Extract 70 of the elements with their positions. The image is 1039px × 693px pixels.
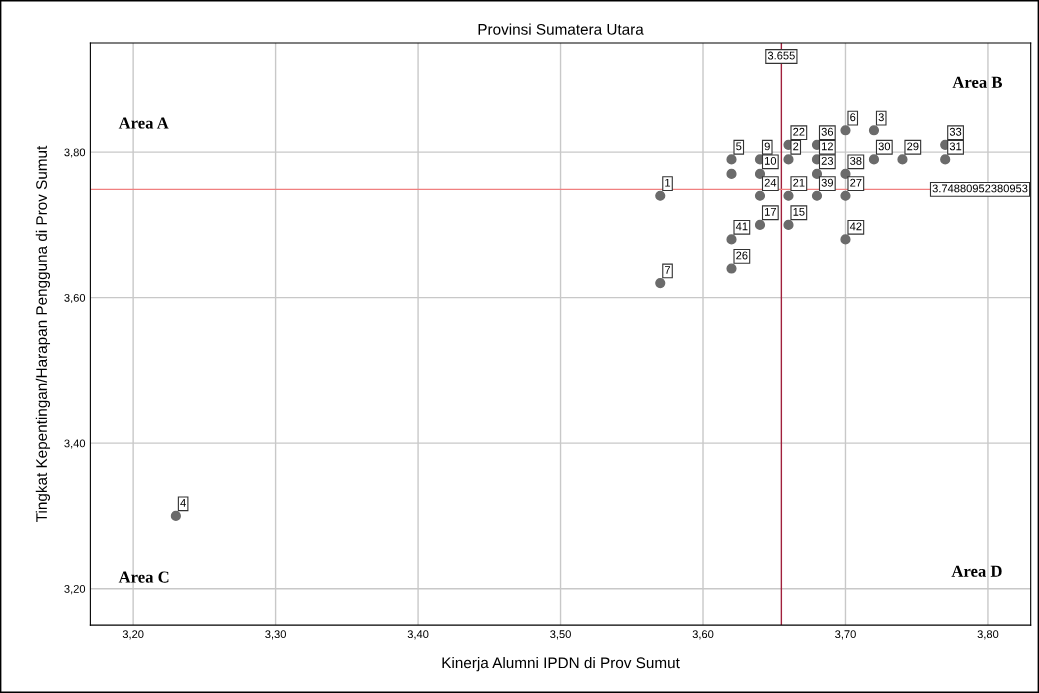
annotation: 5 bbox=[736, 142, 742, 151]
y-axis-title: Tingkat Kepentingan/Harapan Pengguna di Prov Sumut bbox=[35, 145, 51, 522]
point bbox=[754, 219, 766, 230]
point bbox=[754, 168, 766, 180]
annotation: 26 bbox=[736, 251, 748, 260]
annotation: 39 bbox=[821, 178, 833, 187]
x-tick-label: 3,20 bbox=[122, 630, 144, 640]
x-tick-label: 3,40 bbox=[407, 630, 429, 640]
y-tick-label: 3,40 bbox=[64, 439, 86, 449]
annotation: 6 bbox=[850, 113, 856, 122]
x-tick-label: 3,50 bbox=[550, 630, 571, 640]
point bbox=[811, 190, 823, 201]
annotation: 15 bbox=[793, 207, 805, 216]
x-axis-title: Kinerja Alumni IPDN di Prov Sumut bbox=[442, 656, 680, 672]
annotation: 4 bbox=[180, 499, 186, 507]
y-tick-label: 3,60 bbox=[64, 293, 86, 304]
point bbox=[840, 125, 851, 136]
point bbox=[840, 168, 851, 180]
annotation: Area A bbox=[118, 117, 169, 129]
point bbox=[811, 168, 823, 180]
annotation: 3 bbox=[878, 113, 884, 122]
annotation: 12 bbox=[822, 142, 833, 151]
annotation: 31 bbox=[949, 142, 962, 151]
annotation: 36 bbox=[821, 127, 834, 136]
point bbox=[840, 234, 851, 245]
annotation: 30 bbox=[878, 142, 891, 151]
point bbox=[170, 510, 181, 522]
annotation: 42 bbox=[849, 222, 862, 231]
y-tick-label: 3,20 bbox=[64, 584, 86, 595]
point bbox=[754, 190, 766, 201]
annotation: 17 bbox=[765, 207, 776, 216]
point bbox=[868, 125, 880, 136]
point bbox=[868, 154, 880, 165]
point bbox=[726, 154, 737, 165]
x-tick-label: 3,30 bbox=[265, 630, 286, 640]
annotation: Area D bbox=[951, 565, 1002, 577]
point bbox=[783, 154, 794, 165]
point bbox=[783, 219, 794, 230]
point bbox=[783, 190, 794, 201]
annotation: Area B bbox=[952, 76, 1003, 88]
annotation: 21 bbox=[793, 178, 805, 187]
point bbox=[655, 278, 666, 289]
ref-line-label: 3.655 bbox=[767, 51, 795, 60]
point bbox=[840, 190, 851, 201]
annotation: 2 bbox=[793, 142, 799, 151]
point bbox=[655, 190, 666, 201]
x-tick-label: 3,80 bbox=[977, 630, 999, 640]
y-tick-label: 3,80 bbox=[64, 148, 86, 158]
annotation: 29 bbox=[907, 142, 919, 151]
point bbox=[726, 168, 737, 180]
annotation: 41 bbox=[735, 222, 748, 231]
x-tick-label: 3,60 bbox=[692, 630, 714, 640]
annotation: 27 bbox=[850, 178, 862, 187]
annotation: Area C bbox=[118, 571, 169, 583]
annotation: 33 bbox=[949, 127, 962, 136]
annotation: 7 bbox=[665, 266, 671, 274]
annotation: 38 bbox=[850, 156, 862, 165]
annotation: 23 bbox=[821, 156, 834, 165]
annotation: 1 bbox=[665, 178, 671, 187]
annotation: 22 bbox=[793, 127, 805, 136]
point bbox=[897, 154, 908, 165]
chart-title: Provinsi Sumatera Utara bbox=[478, 23, 644, 35]
annotation: 24 bbox=[764, 178, 777, 187]
point bbox=[940, 154, 951, 165]
point bbox=[726, 234, 737, 245]
x-tick-label: 3,70 bbox=[835, 630, 856, 640]
point bbox=[726, 263, 737, 274]
annotation: 10 bbox=[765, 156, 777, 165]
ref-line-label: 3.74880952380953 bbox=[932, 184, 1028, 193]
annotation: 9 bbox=[764, 142, 770, 151]
